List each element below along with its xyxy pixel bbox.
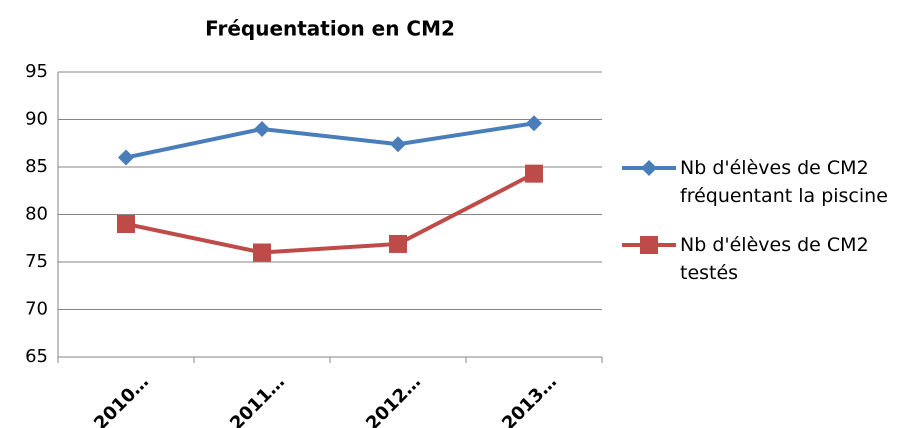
legend-marker [641, 160, 657, 176]
point [525, 164, 543, 183]
x-tick-label: 2012… [362, 371, 425, 428]
point [254, 121, 270, 137]
y-tick-label: 85 [25, 156, 48, 177]
x-tick-label: 2010… [90, 371, 153, 428]
point [389, 234, 407, 253]
legend-label: Nb d'élèves de CM2 testés [680, 234, 869, 284]
point [117, 215, 135, 233]
x-tick-label: 2011… [226, 371, 289, 428]
point [118, 149, 134, 166]
point [390, 136, 406, 153]
series-line [125, 121, 535, 160]
y-tick-label: 80 [25, 204, 48, 225]
y-tick-label: 95 [25, 61, 48, 82]
y-tick-label: 65 [25, 346, 48, 367]
y-tick-label: 75 [25, 251, 48, 272]
x-tick-label: 2013… [498, 371, 561, 428]
point [526, 115, 542, 132]
point [253, 243, 271, 262]
legend-label: Nb d'élèves de CM2 fréquentant la piscin… [680, 157, 888, 207]
y-tick-label: 90 [25, 109, 48, 130]
legend-marker [640, 236, 658, 254]
series-line [125, 171, 535, 255]
chart-title: Fréquentation en CM2 [205, 17, 455, 41]
y-tick-label: 70 [25, 299, 48, 320]
